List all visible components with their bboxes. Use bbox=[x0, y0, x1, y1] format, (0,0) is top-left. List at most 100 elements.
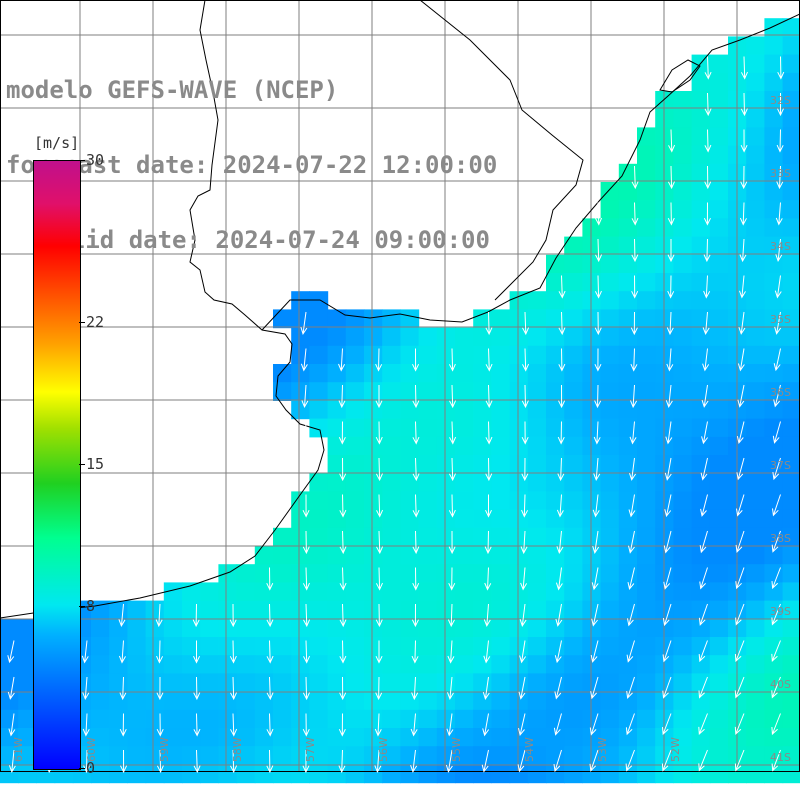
wind-speed-cell bbox=[691, 236, 711, 256]
wind-arrow bbox=[558, 311, 566, 336]
wind-arrow bbox=[702, 348, 710, 372]
wind-speed-cell bbox=[400, 473, 420, 492]
wind-speed-cell bbox=[273, 527, 292, 547]
wind-speed-cell bbox=[400, 418, 420, 438]
wind-speed-cell bbox=[364, 491, 383, 511]
wind-speed-cell bbox=[600, 709, 620, 729]
wind-arrow bbox=[557, 457, 565, 482]
wind-speed-cell bbox=[764, 364, 784, 383]
wind-speed-cell bbox=[764, 400, 784, 420]
wind-speed-cell bbox=[746, 200, 765, 219]
wind-speed-cell bbox=[436, 527, 456, 547]
wind-speed-cell bbox=[327, 709, 347, 729]
wind-speed-cell bbox=[637, 418, 656, 438]
wind-arrow bbox=[412, 421, 420, 445]
wind-arrow bbox=[665, 421, 673, 445]
wind-speed-cell bbox=[327, 728, 347, 747]
wind-speed-cell bbox=[418, 473, 438, 492]
wind-speed-cell bbox=[782, 618, 800, 638]
wind-speed-cell bbox=[491, 546, 511, 565]
wind-speed-cell bbox=[582, 527, 602, 547]
wind-arrow bbox=[665, 384, 673, 409]
wind-speed-cell bbox=[709, 273, 729, 292]
wind-speed-cell bbox=[309, 655, 329, 674]
wind-speed-cell bbox=[127, 600, 147, 620]
wind-speed-cell bbox=[673, 546, 693, 565]
wind-speed-cell bbox=[691, 709, 711, 729]
wind-arrow bbox=[230, 749, 238, 774]
wind-speed-cell bbox=[400, 455, 420, 474]
wind-arrow bbox=[376, 530, 384, 555]
wind-speed-cell bbox=[637, 382, 656, 401]
wind-arrow bbox=[704, 129, 712, 153]
wind-speed-cell bbox=[200, 709, 219, 729]
wind-speed-cell bbox=[218, 764, 238, 784]
wind-speed-cell bbox=[673, 728, 693, 747]
wind-speed-cell bbox=[673, 673, 693, 693]
wind-speed-cell bbox=[582, 673, 602, 693]
wind-speed-cell bbox=[546, 491, 565, 511]
wind-speed-cell bbox=[509, 309, 529, 329]
wind-speed-cell bbox=[546, 309, 565, 329]
wind-speed-cell bbox=[655, 637, 674, 656]
wind-speed-cell bbox=[382, 582, 401, 602]
wind-speed-cell bbox=[436, 473, 456, 492]
wind-speed-cell bbox=[746, 109, 765, 128]
border-path bbox=[419, 0, 584, 301]
wind-speed-cell bbox=[218, 709, 238, 729]
wind-speed-cell bbox=[673, 655, 693, 674]
wind-arrow bbox=[595, 202, 603, 226]
wind-speed-cell bbox=[309, 473, 329, 492]
wind-speed-cell bbox=[436, 564, 456, 583]
wind-speed-cell bbox=[309, 509, 329, 529]
wind-speed-cell bbox=[618, 618, 638, 638]
wind-speed-cell bbox=[782, 418, 800, 438]
wind-speed-cell bbox=[764, 600, 784, 620]
wind-speed-cell bbox=[764, 54, 784, 74]
wind-arrow bbox=[302, 567, 310, 591]
wind-speed-cell bbox=[436, 600, 456, 620]
wind-speed-cell bbox=[418, 400, 438, 420]
wind-speed-cell bbox=[637, 509, 656, 529]
wind-speed-cell bbox=[782, 345, 800, 365]
wind-speed-cell bbox=[455, 564, 474, 583]
wind-speed-cell bbox=[691, 418, 711, 438]
wind-speed-cell bbox=[709, 418, 729, 438]
wind-speed-cell bbox=[746, 673, 765, 693]
wind-speed-cell bbox=[345, 418, 365, 438]
wind-speed-cell bbox=[691, 527, 711, 547]
wind-arrow bbox=[704, 92, 712, 117]
wind-speed-cell bbox=[382, 309, 401, 329]
wind-speed-cell bbox=[0, 709, 19, 729]
wind-speed-cell bbox=[691, 309, 711, 329]
wind-speed-cell bbox=[764, 746, 784, 765]
wind-speed-cell bbox=[618, 764, 638, 784]
wind-speed-cell bbox=[673, 236, 693, 256]
wind-speed-cell bbox=[564, 345, 583, 365]
wind-speed-cell bbox=[91, 618, 110, 638]
wind-speed-cell bbox=[655, 746, 674, 765]
wind-speed-cell bbox=[327, 455, 347, 474]
wind-speed-cell bbox=[691, 618, 711, 638]
wind-speed-cell bbox=[600, 364, 620, 383]
wind-speed-cell bbox=[655, 491, 674, 511]
wind-speed-cell bbox=[618, 637, 638, 656]
wind-arrow bbox=[592, 530, 600, 554]
wind-arrow bbox=[667, 202, 675, 226]
wind-speed-cell bbox=[600, 327, 620, 347]
wind-speed-cell bbox=[182, 655, 201, 674]
wind-arrow bbox=[447, 603, 455, 628]
wind-speed-cell bbox=[491, 655, 511, 674]
wind-speed-cell bbox=[600, 546, 620, 565]
wind-speed-cell bbox=[746, 746, 765, 765]
wind-speed-cell bbox=[618, 182, 638, 201]
longitude-label: 55W bbox=[450, 737, 463, 762]
wind-speed-cell bbox=[691, 72, 711, 92]
wind-speed-cell bbox=[91, 691, 110, 711]
wind-arrow bbox=[193, 713, 201, 737]
wind-speed-cell bbox=[345, 509, 365, 529]
wind-speed-cell bbox=[455, 345, 474, 365]
wind-speed-cell bbox=[546, 618, 565, 638]
wind-arrow bbox=[229, 603, 237, 628]
